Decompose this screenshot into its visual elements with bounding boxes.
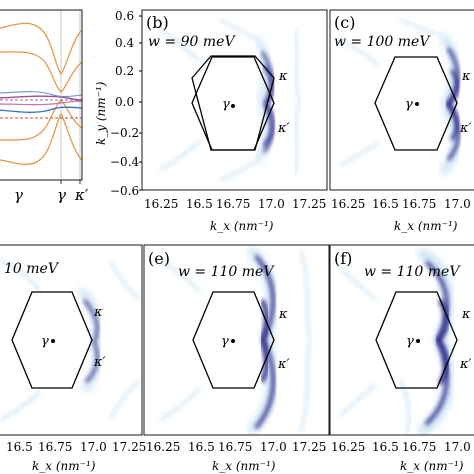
- gamma-label-d: γ: [41, 334, 49, 349]
- bz-hexagon-f: [375, 291, 458, 389]
- spectral-map-c: [339, 18, 461, 175]
- kx-tick: 16.75: [218, 440, 252, 454]
- kx-axis-e: 16.25 16.5 16.75 17.0 17.25 k_x (nm⁻¹): [146, 440, 326, 473]
- a-tick-gamma-1: γ: [14, 186, 23, 204]
- kx-tick: 16.75: [38, 440, 72, 454]
- kx-tick: 17.0: [444, 197, 471, 211]
- gamma-label-c: γ: [405, 97, 413, 112]
- param-c: w = 100 meV: [334, 34, 431, 50]
- band-blue-2: [0, 91, 82, 98]
- kx-tick: 16.25: [331, 197, 365, 211]
- band-orange-4: [0, 99, 82, 141]
- bz-hexagon-b: [191, 55, 275, 151]
- band-blue: [0, 106, 82, 113]
- ky-tick: −0.2: [110, 126, 139, 140]
- panel-f: γ κ κ′ (f) w = 110 meV 16.25 16.5 16.75 …: [329, 244, 474, 473]
- kx-axis-c: 16.25 16.5 16.75 17.0 k_x (nm⁻¹): [331, 197, 471, 233]
- panel-tag-b: (b): [146, 13, 169, 32]
- gamma-point-c: [415, 102, 419, 106]
- bz-hexagon-b-outline: [191, 56, 275, 151]
- kx-label-f: k_x (nm⁻¹): [400, 459, 464, 473]
- panel-e: γ κ κ′ (e) w = 110 meV 16.25 16.5 16.75 …: [143, 244, 330, 473]
- param-f: w = 110 meV: [364, 264, 461, 280]
- kx-tick: 16.75: [216, 197, 250, 211]
- panel-a: γ γ κ′: [0, 9, 89, 204]
- panel-tag-e: (e): [148, 249, 170, 268]
- kx-tick: 17.25: [112, 440, 146, 454]
- kappa-prime-label-d: κ′: [93, 355, 106, 370]
- kx-tick: 16.5: [186, 197, 213, 211]
- kx-label-b: k_x (nm⁻¹): [210, 219, 274, 233]
- ky-tick: −0.6: [110, 184, 139, 198]
- gamma-point-e: [231, 339, 235, 343]
- kx-tick: 16.25: [144, 197, 178, 211]
- kx-axis-f: 16.25 16.5 16.75 17.0 k_x (nm⁻¹): [331, 440, 471, 473]
- kx-tick: 16.75: [402, 440, 436, 454]
- kappa-label-d: κ: [93, 305, 103, 320]
- panel-d: γ κ κ′ 10 meV 16.5 16.75 17.0 17.25 k_x …: [0, 244, 146, 473]
- ky-tick: 0.0: [115, 95, 134, 109]
- kappa-prime-label-b: κ′: [277, 121, 290, 136]
- ky-tick: 0.4: [115, 36, 134, 50]
- kx-tick: 17.25: [292, 197, 326, 211]
- kappa-label-e: κ: [278, 307, 288, 322]
- spectral-map-d: [0, 258, 142, 422]
- gamma-point-b: [231, 104, 235, 108]
- bz-hexagon-d: [11, 291, 93, 389]
- param-b: w = 90 meV: [148, 34, 236, 50]
- ky-tick: −0.4: [110, 155, 140, 169]
- band-orange-3: [0, 112, 82, 166]
- kx-tick: 16.75: [402, 197, 436, 211]
- kappa-label-f: κ: [461, 307, 471, 322]
- ky-label: k_y (nm⁻¹): [94, 81, 108, 145]
- band-orange-1: [0, 22, 82, 76]
- gamma-label-b: γ: [222, 97, 230, 112]
- ky-axis: 0.6 0.4 0.2 0.0 −0.2 −0.4 −0.6 k_y (nm⁻¹…: [94, 9, 142, 198]
- panel-tag-c: (c): [334, 13, 355, 32]
- kx-tick: 17.0: [444, 440, 471, 454]
- gamma-point-f: [416, 339, 420, 343]
- bz-hexagon-e: [192, 291, 275, 389]
- kx-tick: 17.25: [292, 440, 326, 454]
- band-orange-2: [0, 51, 82, 93]
- gamma-label-f: γ: [406, 334, 414, 349]
- spectral-map-e: [159, 246, 312, 435]
- ky-tick: 0.2: [115, 64, 134, 78]
- a-tick-gamma-2: γ: [57, 186, 66, 204]
- kx-axis-d: 16.5 16.75 17.0 17.25 k_x (nm⁻¹): [6, 440, 146, 473]
- kx-axis-b: 16.25 16.5 16.75 17.0 17.25 k_x (nm⁻¹): [144, 197, 326, 233]
- band-purple: [0, 95, 82, 101]
- kappa-prime-label-c: κ′: [459, 121, 472, 136]
- kx-tick: 17.0: [80, 440, 107, 454]
- kx-label-e: k_x (nm⁻¹): [212, 459, 276, 473]
- param-d: 10 meV: [4, 261, 60, 277]
- kx-label-d: k_x (nm⁻¹): [32, 459, 96, 473]
- gamma-point-d: [51, 339, 55, 343]
- panel-tag-f: (f): [334, 249, 352, 268]
- a-tick-kappa-prime: κ′: [74, 186, 89, 204]
- kx-tick: 17.0: [260, 440, 287, 454]
- kappa-prime-label-e: κ′: [277, 357, 290, 372]
- kx-label-c: k_x (nm⁻¹): [394, 219, 458, 233]
- kx-tick: 16.5: [372, 440, 399, 454]
- kx-tick: 16.5: [6, 440, 33, 454]
- spectral-map-b: [159, 18, 302, 182]
- band-purple-2: [0, 100, 82, 106]
- kx-tick: 16.5: [372, 197, 399, 211]
- param-e: w = 110 meV: [178, 264, 275, 280]
- panel-c: γ κ κ′ (c) w = 100 meV 16.25 16.5 16.75 …: [329, 9, 474, 233]
- kx-tick: 16.5: [188, 440, 215, 454]
- ky-tick: 0.6: [115, 9, 134, 23]
- kx-tick: 17.0: [258, 197, 285, 211]
- gamma-label-e: γ: [221, 334, 229, 349]
- kx-tick: 16.25: [331, 440, 365, 454]
- panel-b: γ κ κ′ (b) w = 90 meV 0.6 0.4 0.2 0.0 −0…: [94, 9, 328, 233]
- kappa-prime-label-f: κ′: [459, 357, 472, 372]
- kappa-label-c: κ: [461, 69, 471, 84]
- kappa-label-b: κ: [278, 69, 288, 84]
- bz-hexagon-c: [374, 56, 458, 151]
- kx-tick: 16.25: [146, 440, 180, 454]
